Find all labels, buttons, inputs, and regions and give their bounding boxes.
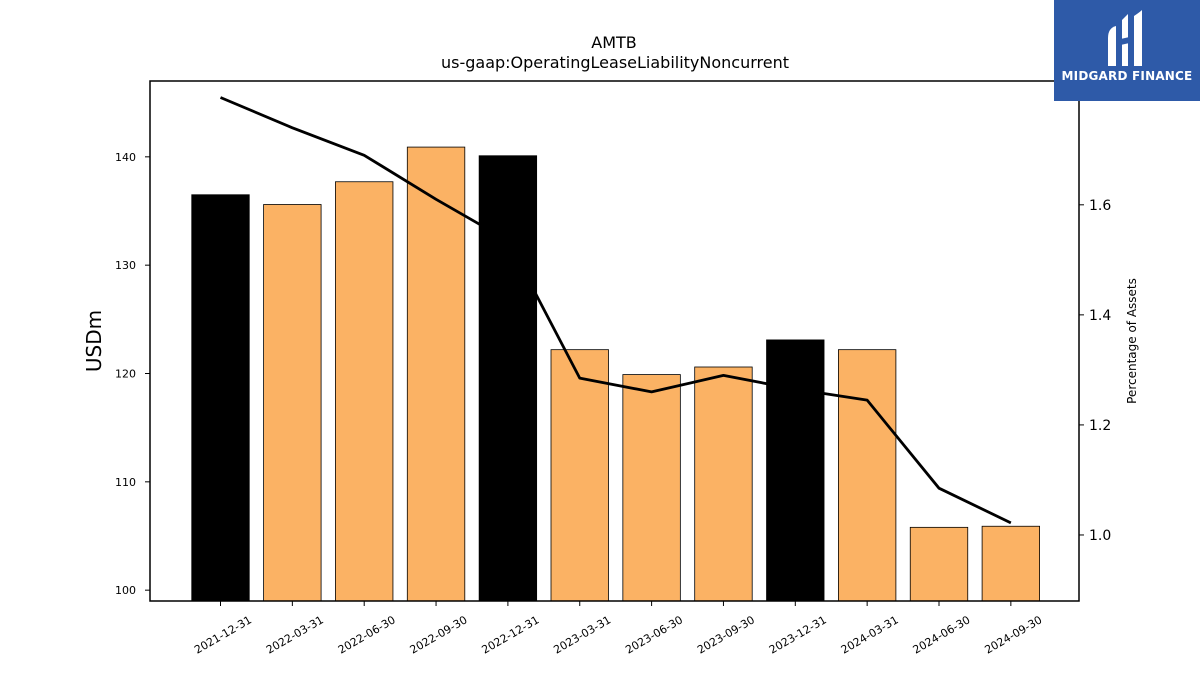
y2-axis-label: Percentage of Assets — [1125, 278, 1139, 404]
bar-2022-09-30 — [406, 146, 466, 602]
bar-2023-09-30 — [694, 366, 753, 602]
x-tick-label: 2021-12-31 — [192, 613, 254, 656]
x-tick-label: 2023-03-31 — [551, 613, 613, 656]
x-tick-label: 2024-06-30 — [911, 613, 973, 656]
x-tick-label: 2023-06-30 — [623, 613, 685, 656]
x-tick-label: 2024-09-30 — [982, 613, 1044, 656]
bar-2024-03-31 — [838, 349, 897, 602]
x-tick-label: 2024-03-31 — [839, 613, 901, 656]
bar-2023-03-31 — [550, 349, 609, 602]
y-axis-ticks: 100 110 120 130 140 — [115, 151, 150, 597]
midgard-logo-icon — [1108, 10, 1142, 66]
bar-2022-12-31 — [478, 155, 538, 602]
bar-2022-03-31 — [263, 204, 322, 602]
y-tick-label: 100 — [115, 584, 136, 597]
y2-axis-ticks: 1.0 1.2 1.4 1.6 — [1079, 198, 1111, 544]
y-tick-label: 120 — [115, 368, 136, 381]
x-tick-label: 2022-03-31 — [264, 613, 326, 656]
bar-group — [191, 146, 1040, 602]
bar-2022-06-30 — [335, 181, 394, 602]
y2-tick-label: 1.4 — [1089, 308, 1111, 324]
y-tick-label: 130 — [115, 259, 136, 272]
line-group — [219, 96, 1012, 525]
y2-tick-label: 1.0 — [1089, 528, 1111, 544]
y-tick-label: 110 — [115, 476, 136, 489]
x-axis-ticks: 2021-12-31 2022-03-31 2022-06-30 2022-09-30… — [192, 601, 1044, 657]
brand-logo: MIDGARD FINANCE — [1054, 0, 1200, 101]
y2-tick-label: 1.2 — [1089, 418, 1111, 434]
x-tick-label: 2022-06-30 — [336, 613, 398, 656]
bar-2023-12-31 — [766, 339, 825, 602]
bar-2024-06-30 — [909, 526, 969, 602]
x-tick-label: 2022-12-31 — [480, 613, 542, 656]
x-tick-label: 2022-09-30 — [408, 613, 470, 656]
bar-2023-06-30 — [622, 374, 681, 602]
percentage-line — [219, 96, 1012, 525]
logo-text: MIDGARD FINANCE — [1061, 69, 1193, 83]
y-tick-label: 140 — [115, 151, 136, 164]
y-axis-label: USDm — [82, 310, 106, 372]
bar-2024-09-30 — [981, 525, 1040, 602]
chart-title: AMTB — [591, 33, 637, 52]
bar-2021-12-31 — [191, 194, 250, 602]
x-tick-label: 2023-12-31 — [767, 613, 829, 656]
y2-tick-label: 1.6 — [1089, 198, 1111, 214]
x-tick-label: 2023-09-30 — [695, 613, 757, 656]
plot-frame — [149, 80, 1080, 602]
chart-subtitle: us-gaap:OperatingLeaseLiabilityNoncurren… — [441, 53, 789, 72]
